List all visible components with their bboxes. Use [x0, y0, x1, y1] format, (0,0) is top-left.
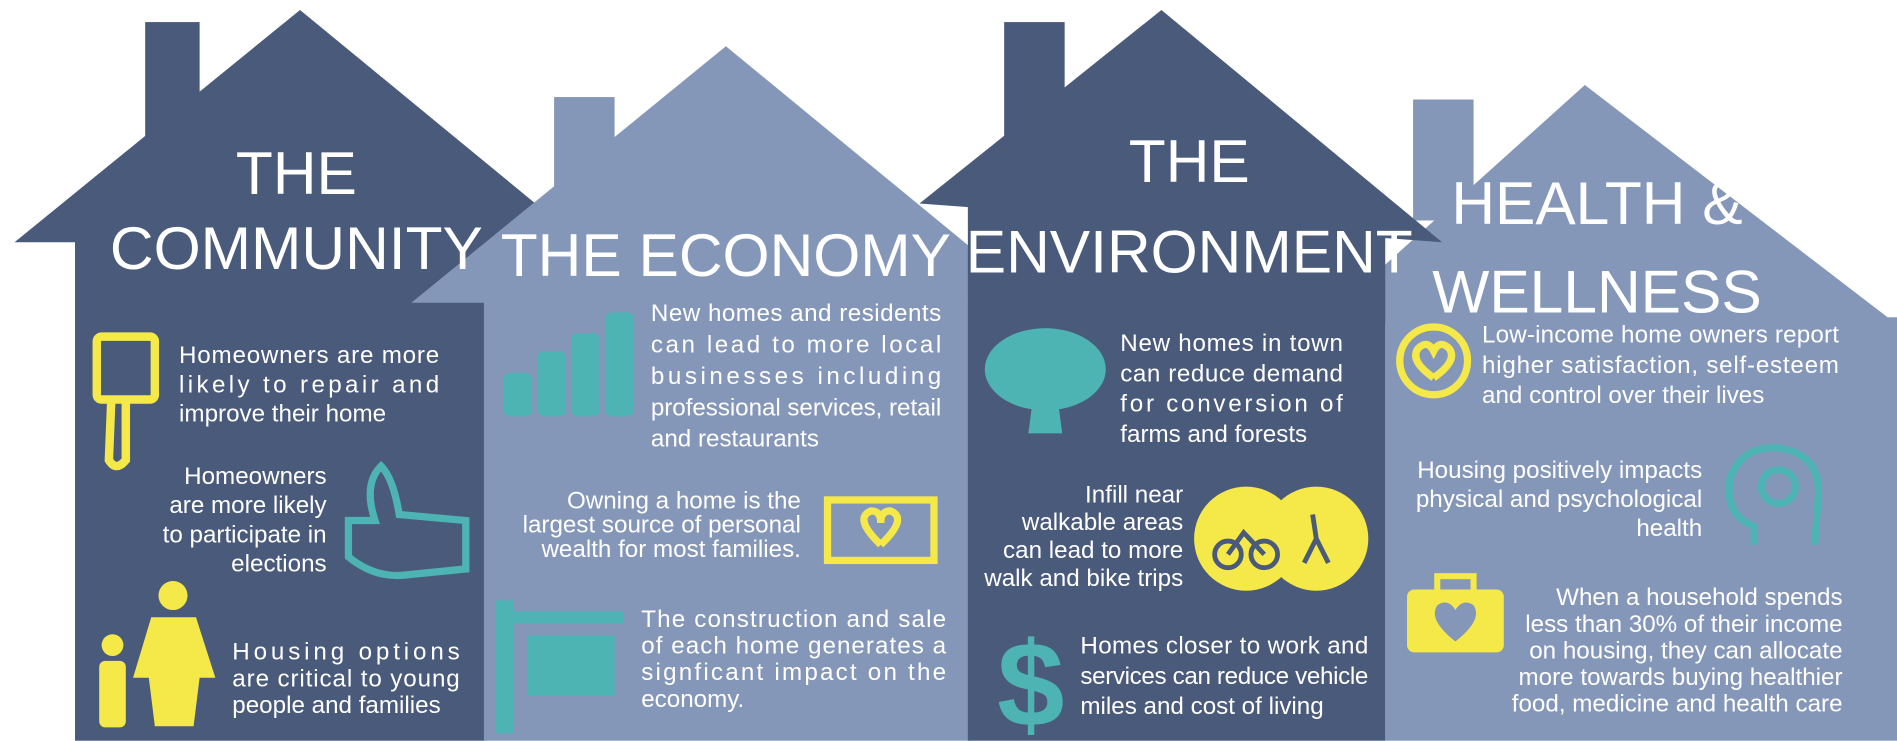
item-line: health	[1636, 515, 1702, 542]
house-title: HEALTH &	[1451, 169, 1742, 237]
item-line: walkable areas	[1021, 509, 1183, 536]
item-line: higher satisfaction, self-esteem	[1482, 352, 1839, 379]
item-line: improve their home	[179, 400, 386, 427]
item-line: New homes in town	[1120, 330, 1343, 357]
item-line: walk and bike trips	[983, 565, 1183, 592]
icon-sale-sign	[496, 600, 624, 734]
item-line: Homeowners are more	[179, 342, 439, 369]
icon-head	[1725, 444, 1822, 545]
icon-heart-circle	[1396, 323, 1472, 399]
item-line: on housing, they can allocate	[1529, 637, 1842, 664]
icon-tree	[984, 328, 1106, 434]
item-line: less than 30% of their income	[1525, 611, 1842, 638]
item-line: wealth for most families.	[540, 536, 800, 563]
house-health	[1318, 84, 1897, 741]
item-line: businesses including	[651, 363, 941, 390]
item-line: Low-income home owners report	[1482, 322, 1839, 349]
svg-text:$: $	[997, 616, 1064, 741]
item-line: Infill near	[1085, 481, 1183, 508]
item-line: people and families	[232, 692, 440, 719]
item-line: are more likely	[169, 492, 327, 519]
house-title: THE	[236, 139, 357, 207]
item-line: physical and psychological	[1416, 486, 1702, 513]
item-line: for conversion of	[1120, 391, 1343, 418]
item-line: elections	[231, 550, 326, 577]
item-line: signficant impact on the	[641, 659, 946, 686]
icon-bike-walk	[1194, 486, 1369, 591]
house-title: COMMUNITY	[110, 214, 483, 282]
item-line: Homes closer to work and	[1080, 633, 1368, 660]
item-line: New homes and residents	[651, 300, 941, 327]
item-line: of each home generates a	[641, 633, 946, 660]
house-title: WELLNESS	[1432, 257, 1761, 325]
item-line: and control over their lives	[1482, 382, 1764, 409]
item-line: more towards buying healthier	[1519, 664, 1843, 691]
item-line: farms and forests	[1120, 421, 1307, 448]
item-line: can reduce demand	[1120, 360, 1343, 387]
item-line: food, medicine and health care	[1512, 691, 1843, 718]
house-title: THE	[1129, 127, 1250, 195]
item-line: miles and cost of living	[1080, 693, 1323, 720]
item-line: services can reduce vehicle	[1080, 663, 1368, 690]
icon-family	[99, 581, 216, 728]
item-line: Housing positively impacts	[1417, 457, 1702, 484]
icon-dollar: $	[997, 616, 1064, 741]
icon-coins	[503, 312, 634, 417]
house-environment	[919, 9, 1443, 741]
icon-thumbs-up	[344, 460, 470, 580]
item-line: professional services, retail	[651, 394, 941, 421]
icon-paintbrush	[92, 332, 160, 471]
item-line: Owning a home is the	[567, 487, 801, 514]
item-line: can lead to more	[1003, 537, 1183, 564]
item-line: largest source of personal	[523, 512, 801, 539]
item-line: to participate in	[163, 521, 327, 548]
item-line: are critical to young	[232, 665, 459, 692]
item-line: economy.	[641, 686, 744, 713]
item-line: Homeowners	[184, 463, 327, 490]
icon-money	[823, 496, 938, 565]
item-line: The construction and sale	[641, 606, 946, 633]
icon-first-aid	[1407, 573, 1504, 653]
item-line: and restaurants	[651, 426, 819, 453]
item-line: When a household spends	[1556, 584, 1842, 611]
house-title: ENVIRONMENT	[966, 218, 1413, 286]
house-title: THE ECONOMY	[501, 221, 951, 289]
